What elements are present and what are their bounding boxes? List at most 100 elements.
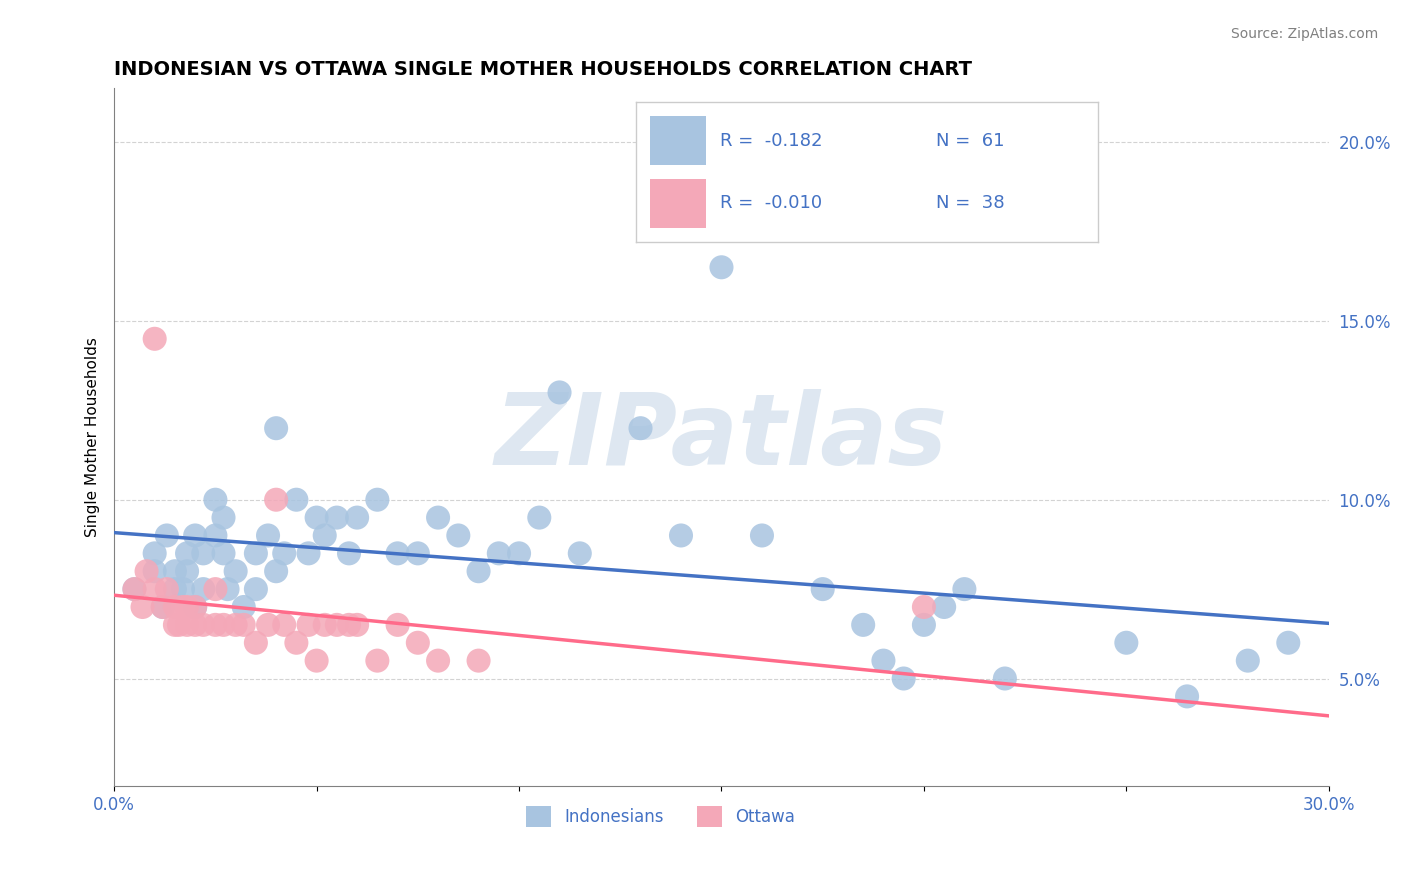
- Point: [167, 618, 190, 632]
- Point: [467, 654, 489, 668]
- Point: [893, 672, 915, 686]
- Point: [912, 599, 935, 614]
- Point: [273, 546, 295, 560]
- Point: [630, 421, 652, 435]
- Point: [143, 546, 166, 560]
- Point: [1115, 636, 1137, 650]
- Point: [193, 582, 215, 596]
- Point: [285, 492, 308, 507]
- Point: [346, 510, 368, 524]
- Point: [529, 510, 551, 524]
- Point: [232, 599, 254, 614]
- Point: [184, 528, 207, 542]
- Y-axis label: Single Mother Households: Single Mother Households: [86, 337, 100, 537]
- Point: [366, 654, 388, 668]
- Text: Source: ZipAtlas.com: Source: ZipAtlas.com: [1230, 27, 1378, 41]
- Point: [156, 528, 179, 542]
- Point: [934, 599, 956, 614]
- Point: [204, 582, 226, 596]
- Point: [184, 599, 207, 614]
- Point: [163, 599, 186, 614]
- Point: [176, 618, 198, 632]
- Point: [953, 582, 976, 596]
- Point: [212, 546, 235, 560]
- Point: [568, 546, 591, 560]
- Point: [346, 618, 368, 632]
- Text: INDONESIAN VS OTTAWA SINGLE MOTHER HOUSEHOLDS CORRELATION CHART: INDONESIAN VS OTTAWA SINGLE MOTHER HOUSE…: [114, 60, 972, 78]
- Point: [710, 260, 733, 275]
- Point: [217, 582, 239, 596]
- Point: [406, 636, 429, 650]
- Point: [427, 510, 450, 524]
- Point: [314, 528, 336, 542]
- Point: [152, 599, 174, 614]
- Point: [172, 582, 194, 596]
- Point: [337, 618, 360, 632]
- Point: [811, 582, 834, 596]
- Point: [751, 528, 773, 542]
- Point: [257, 528, 280, 542]
- Point: [1277, 636, 1299, 650]
- Point: [225, 618, 247, 632]
- Point: [366, 492, 388, 507]
- Point: [135, 564, 157, 578]
- Point: [176, 599, 198, 614]
- Point: [163, 618, 186, 632]
- Point: [131, 599, 153, 614]
- Point: [143, 332, 166, 346]
- Point: [273, 618, 295, 632]
- Point: [232, 618, 254, 632]
- Point: [212, 510, 235, 524]
- Point: [326, 618, 349, 632]
- Point: [285, 636, 308, 650]
- Point: [467, 564, 489, 578]
- Point: [912, 618, 935, 632]
- Point: [314, 618, 336, 632]
- Point: [852, 618, 875, 632]
- Point: [548, 385, 571, 400]
- Point: [184, 599, 207, 614]
- Point: [669, 528, 692, 542]
- Point: [193, 546, 215, 560]
- Text: ZIPatlas: ZIPatlas: [495, 389, 948, 485]
- Point: [264, 492, 287, 507]
- Point: [193, 618, 215, 632]
- Point: [264, 421, 287, 435]
- Point: [264, 564, 287, 578]
- Point: [143, 564, 166, 578]
- Point: [124, 582, 146, 596]
- Point: [337, 546, 360, 560]
- Point: [204, 618, 226, 632]
- Point: [245, 546, 267, 560]
- Point: [406, 546, 429, 560]
- Point: [994, 672, 1017, 686]
- Point: [204, 528, 226, 542]
- Point: [156, 582, 179, 596]
- Point: [305, 510, 328, 524]
- Point: [163, 582, 186, 596]
- Point: [1236, 654, 1258, 668]
- Point: [143, 582, 166, 596]
- Point: [245, 582, 267, 596]
- Point: [204, 492, 226, 507]
- Point: [176, 546, 198, 560]
- Point: [212, 618, 235, 632]
- Point: [447, 528, 470, 542]
- Point: [427, 654, 450, 668]
- Legend: Indonesians, Ottawa: Indonesians, Ottawa: [519, 799, 801, 833]
- Point: [124, 582, 146, 596]
- Point: [387, 546, 409, 560]
- Point: [297, 546, 319, 560]
- Point: [326, 510, 349, 524]
- Point: [172, 599, 194, 614]
- Point: [245, 636, 267, 650]
- Point: [225, 564, 247, 578]
- Point: [184, 618, 207, 632]
- Point: [387, 618, 409, 632]
- Point: [297, 618, 319, 632]
- Point: [1175, 690, 1198, 704]
- Point: [305, 654, 328, 668]
- Point: [152, 599, 174, 614]
- Point: [176, 564, 198, 578]
- Point: [508, 546, 530, 560]
